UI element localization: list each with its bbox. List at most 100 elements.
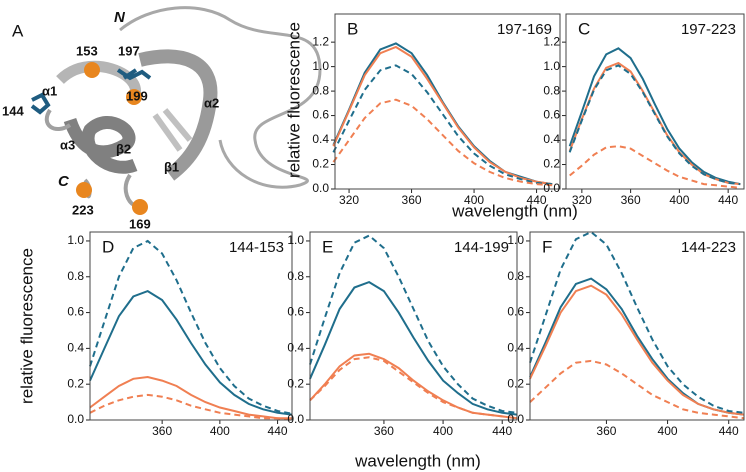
x-tick-label: 440	[719, 424, 739, 438]
panel-title: 197-169	[497, 21, 552, 38]
y-tick-label: 0.2	[287, 376, 304, 390]
y-tick-label: 0.0	[312, 181, 329, 195]
x-tick-label: 360	[374, 424, 394, 438]
y-tick-label: 1.0	[543, 59, 560, 73]
loop	[119, 6, 322, 189]
y-tick-label: 0.6	[543, 108, 560, 122]
y-tick-label: 0.6	[507, 305, 524, 319]
panel-title: 197-223	[681, 21, 736, 38]
element-label: α1	[42, 83, 57, 98]
plot-frame	[529, 231, 745, 421]
residue-label: 199	[126, 88, 148, 103]
y-tick-label: 1.0	[312, 59, 329, 73]
x-tick-label: 400	[433, 424, 453, 438]
x-tick-label: 440	[268, 424, 288, 438]
plot-frame	[309, 231, 518, 421]
helix	[138, 49, 218, 181]
residue-label: 223	[72, 202, 94, 217]
panel-title: 144-223	[681, 239, 736, 256]
y-tick-label: 0.0	[287, 412, 304, 426]
y-tick-label: 0.4	[67, 341, 84, 355]
spectrum-line	[89, 393, 293, 421]
spectrum-line	[332, 98, 553, 187]
spectrum-line	[529, 230, 745, 414]
spectrum-line	[332, 42, 553, 186]
spectrum-line	[332, 45, 553, 186]
residue-label: 153	[76, 43, 98, 58]
helix	[63, 116, 138, 174]
x-tick-label: 400	[210, 424, 230, 438]
spectrum-line	[309, 356, 518, 420]
spectrum-line	[309, 234, 518, 414]
y-tick-label: 1.0	[67, 233, 84, 247]
structure-panel: A N C 153 197 144 199 223 169 α1 α2 α3 β…	[2, 6, 322, 231]
x-tick-label: 440	[527, 193, 547, 207]
element-label: α2	[204, 95, 219, 110]
spectrum-line	[569, 145, 741, 189]
y-tick-label: 0.8	[67, 269, 84, 283]
y-tick-label: 1.2	[312, 34, 329, 48]
x-tick-label: 400	[658, 424, 678, 438]
y-tick-label: 0.0	[507, 412, 524, 426]
panel-label: A	[12, 21, 24, 40]
panel-label: C	[578, 19, 590, 38]
plot-frame	[334, 13, 561, 190]
terminus-label: C	[58, 173, 70, 190]
y-tick-label: 0.6	[67, 305, 84, 319]
y-tick-label: 0.4	[507, 341, 524, 355]
y-axis-label: relative fluorescence	[17, 248, 36, 404]
spectrum-line	[309, 280, 518, 416]
y-tick-label: 0.4	[543, 132, 560, 146]
x-tick-label: 360	[402, 193, 422, 207]
x-axis-label: wavelength (nm)	[451, 201, 578, 220]
y-tick-label: 0.2	[507, 376, 524, 390]
x-axis-label: wavelength (nm)	[354, 451, 481, 470]
y-tick-label: 0.6	[312, 108, 329, 122]
plot-frame	[89, 231, 293, 421]
panel-title: 144-199	[454, 239, 509, 256]
plot-frame	[565, 13, 745, 190]
spectrum-line	[568, 61, 741, 186]
element-label: β2	[116, 141, 131, 156]
y-tick-label: 0.8	[312, 83, 329, 97]
y-tick-label: 0.2	[543, 157, 560, 171]
panel-label: E	[322, 237, 333, 256]
y-tick-label: 0.8	[543, 83, 560, 97]
y-tick-label: 0.6	[287, 305, 304, 319]
y-tick-label: 1.0	[287, 233, 304, 247]
spectrum-line	[529, 277, 745, 416]
residue-sphere	[132, 199, 148, 215]
y-tick-label: 0.0	[67, 412, 84, 426]
residue-sphere	[84, 62, 100, 78]
y-tick-label: 1.2	[543, 34, 560, 48]
panel-label: F	[542, 237, 552, 256]
x-tick-label: 440	[492, 424, 512, 438]
x-tick-label: 360	[596, 424, 616, 438]
residue-sphere	[126, 89, 142, 105]
y-tick-label: 0.8	[507, 269, 524, 283]
tryptophan	[30, 68, 152, 115]
y-tick-label: 0.4	[287, 341, 304, 355]
y-tick-label: 0.2	[67, 376, 84, 390]
x-tick-label: 400	[464, 193, 484, 207]
element-label: β1	[164, 159, 179, 174]
x-tick-label: 360	[621, 193, 641, 207]
residue-sphere	[76, 182, 92, 198]
residue-label: 169	[129, 216, 151, 231]
y-tick-label: 1.0	[507, 233, 524, 247]
spectrum-line	[332, 64, 553, 186]
x-tick-label: 400	[669, 193, 689, 207]
spectrum-line	[568, 47, 741, 186]
residue-label: 144	[2, 103, 24, 118]
terminus-label: N	[114, 9, 126, 26]
panel-title: 144-153	[229, 239, 284, 256]
y-axis-label: relative fluorescence	[284, 22, 303, 178]
panel-label: D	[102, 237, 114, 256]
residue-label: 197	[118, 43, 140, 58]
spectrum-line	[89, 239, 293, 415]
panel-label: B	[347, 19, 358, 38]
strand	[152, 108, 193, 152]
y-tick-label: 0.0	[543, 181, 560, 195]
